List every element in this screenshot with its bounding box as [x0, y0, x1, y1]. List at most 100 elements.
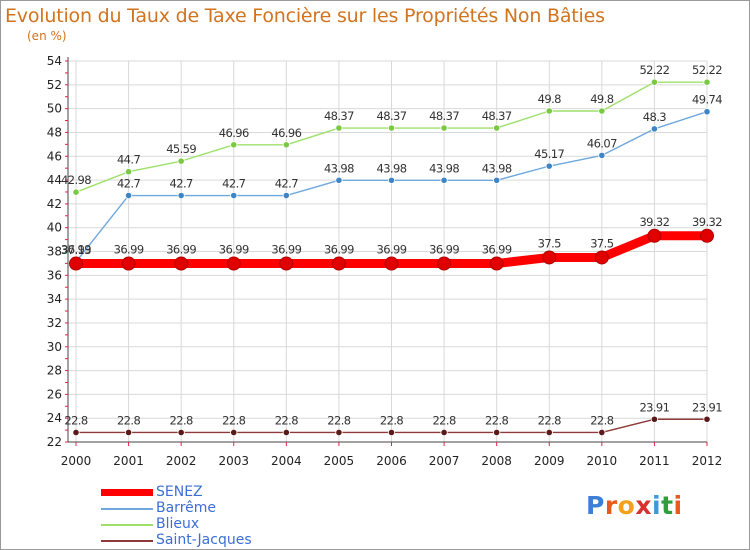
data-point-saint-jacques-2003: [230, 428, 238, 437]
data-label-senez-2001: 36.99: [114, 243, 144, 257]
x-tick-label-2012: 2012: [692, 454, 723, 468]
x-tick-label-2002: 2002: [166, 454, 197, 468]
data-label-senez-2004: 36.99: [271, 243, 301, 257]
data-label-saint-jacques-2003: 22.8: [222, 413, 245, 427]
y-axis-unit: (en %): [27, 29, 67, 43]
y-tick-label-52: 52: [47, 78, 62, 92]
data-label-senez-2003: 36.99: [219, 243, 249, 257]
data-label-barreme-2006: 43.98: [377, 161, 407, 175]
legend-swatch-barreme: [101, 508, 153, 510]
legend-label-blieux: Blieux: [156, 516, 200, 532]
data-point-saint-jacques-2008: [493, 428, 501, 437]
data-label-barreme-2002: 42.7: [170, 177, 193, 191]
data-label-blieux-2007: 48.37: [429, 109, 459, 123]
data-label-blieux-2003: 46.96: [219, 126, 249, 140]
data-point-saint-jacques-2011: [650, 415, 659, 423]
legend-swatch-blieux: [101, 524, 153, 526]
data-point-saint-jacques-2007: [440, 428, 448, 437]
data-point-blieux-2010: [598, 107, 606, 115]
data-point-blieux-2003: [230, 141, 238, 149]
data-label-blieux-2004: 46.96: [271, 126, 301, 140]
data-label-saint-jacques-2008: 22.8: [485, 413, 508, 427]
data-label-senez-2008: 36.99: [482, 243, 512, 257]
data-label-blieux-2012: 52.22: [692, 63, 722, 77]
data-label-barreme-2003: 42.7: [222, 177, 245, 191]
data-point-senez-2012: [700, 228, 714, 243]
data-label-saint-jacques-2002: 22.8: [170, 413, 193, 427]
data-point-senez-2010: [594, 250, 609, 265]
data-point-saint-jacques-2010: [598, 428, 606, 437]
data-point-blieux-2002: [177, 157, 185, 165]
y-tick-label-34: 34: [47, 292, 62, 306]
data-point-blieux-2000: [72, 188, 80, 196]
data-label-saint-jacques-2006: 22.8: [380, 413, 403, 427]
y-tick-label-42: 42: [47, 197, 62, 211]
x-tick-label-2011: 2011: [639, 454, 670, 468]
data-point-saint-jacques-2005: [335, 428, 343, 437]
data-point-blieux-2004: [282, 141, 290, 149]
logo-letter: P: [586, 491, 605, 520]
data-point-senez-2001: [121, 256, 136, 271]
data-point-barreme-2004: [282, 191, 290, 200]
data-label-barreme-2001: 42.7: [117, 177, 140, 191]
y-tick-label-54: 54: [47, 54, 62, 68]
data-label-blieux-2005: 48.37: [324, 109, 354, 123]
data-label-blieux-2001: 44.7: [117, 153, 140, 167]
data-label-blieux-2011: 52.22: [639, 63, 669, 77]
legend-label-saint-jacques: Saint-Jacques: [156, 532, 252, 548]
x-tick-label-2001: 2001: [113, 454, 144, 468]
data-label-blieux-2002: 45.59: [166, 142, 196, 156]
data-point-barreme-2006: [387, 176, 396, 184]
data-label-saint-jacques-2012: 23.91: [692, 400, 722, 414]
data-point-barreme-2012: [703, 108, 711, 116]
x-tick-label-2007: 2007: [429, 454, 460, 468]
data-point-saint-jacques-2001: [124, 428, 133, 437]
data-label-barreme-2011: 48.3: [643, 110, 666, 124]
x-tick-label-2004: 2004: [271, 454, 302, 468]
y-tick-label-44: 44: [47, 173, 62, 187]
y-tick-label-26: 26: [47, 387, 62, 401]
data-point-blieux-2008: [493, 124, 501, 132]
data-label-barreme-2012: 49.74: [692, 93, 722, 107]
data-label-saint-jacques-2011: 23.91: [639, 400, 669, 414]
data-label-saint-jacques-2000: 22.8: [64, 413, 87, 427]
y-tick-label-22: 22: [47, 435, 62, 449]
data-label-saint-jacques-2005: 22.8: [327, 413, 350, 427]
data-label-senez-2005: 36.99: [324, 243, 354, 257]
x-tick-label-2010: 2010: [587, 454, 618, 468]
data-point-senez-2004: [279, 256, 294, 271]
data-point-senez-2002: [174, 256, 189, 271]
proxiti-logo: Proxiti: [586, 491, 683, 520]
y-tick-label-50: 50: [47, 102, 62, 116]
data-label-senez-2009: 37.5: [538, 236, 561, 250]
data-label-senez-2012: 39.32: [692, 215, 722, 229]
y-tick-label-38: 38: [47, 245, 62, 259]
data-label-saint-jacques-2001: 22.8: [117, 413, 140, 427]
logo-letter: i: [652, 491, 662, 520]
data-label-blieux-2009: 49.8: [538, 92, 561, 106]
data-point-blieux-2007: [440, 124, 448, 132]
data-point-senez-2000: [69, 256, 83, 271]
x-tick-label-2006: 2006: [376, 454, 407, 468]
data-label-saint-jacques-2010: 22.8: [590, 413, 613, 427]
y-tick-label-40: 40: [47, 221, 62, 235]
data-point-barreme-2002: [177, 191, 185, 200]
data-point-barreme-2003: [230, 191, 238, 200]
data-point-senez-2003: [226, 256, 241, 271]
data-label-barreme-2008: 43.98: [482, 161, 512, 175]
data-label-senez-2010: 37.5: [590, 236, 613, 250]
data-label-blieux-2010: 49.8: [590, 92, 613, 106]
data-point-barreme-2010: [598, 151, 606, 160]
data-point-barreme-2008: [493, 176, 501, 184]
logo-letter: r: [604, 491, 618, 520]
data-point-barreme-2009: [545, 162, 553, 170]
data-point-blieux-2012: [703, 78, 711, 86]
legend-swatch-saint-jacques: [101, 540, 153, 542]
data-point-blieux-2006: [387, 124, 396, 132]
data-point-saint-jacques-2009: [545, 428, 553, 437]
data-point-barreme-2001: [124, 191, 133, 200]
data-point-senez-2007: [437, 256, 452, 271]
data-point-saint-jacques-2002: [177, 428, 185, 437]
data-label-blieux-2000: 42.98: [61, 173, 91, 187]
